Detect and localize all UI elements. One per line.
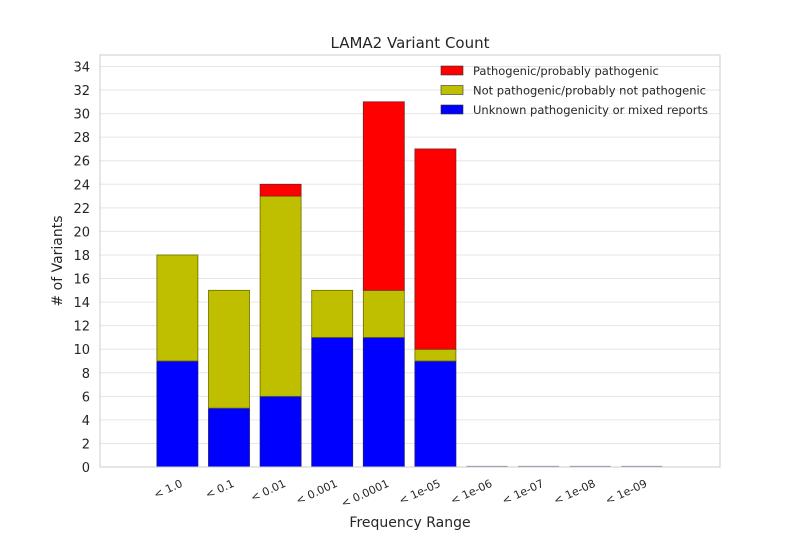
x-tick-label: < 0.0001 [339,477,391,510]
x-tick-label: < 0.01 [249,477,288,505]
bar-segment [362,289,405,338]
y-tick-label: 2 [82,437,90,452]
x-axis-label: Frequency Range [349,515,470,531]
y-tick-label: 22 [73,202,90,217]
legend-swatch [440,104,464,115]
bar-segment [414,148,457,350]
grid-lines [100,65,720,468]
y-axis-label: # of Variants [50,215,66,306]
legend-swatch [440,65,464,76]
bar-segment [156,254,199,362]
bar-segment [259,183,302,197]
bar-segment [311,337,354,468]
bar-segment [362,101,405,291]
y-tick-label: 26 [73,155,90,170]
legend-label: Unknown pathogenicity or mixed reports [473,103,708,117]
y-tick-label: 18 [73,249,90,264]
plot-frame [99,54,721,468]
x-tick-label: < 1e-05 [397,477,443,508]
y-tick-label: 12 [73,320,90,335]
bar-segment [208,407,250,468]
legend-label: Not pathogenic/probably not pathogenic [473,84,706,98]
y-tick-label: 4 [82,414,90,429]
bars [156,101,663,468]
bar-segment [259,195,302,397]
x-tick-label: < 1.0 [152,477,185,502]
x-tick-label: < 1e-09 [603,477,649,508]
bar-segment [259,395,302,468]
y-tick-label: 6 [82,390,90,405]
legend-swatch [440,85,464,95]
x-tick-label: < 0.001 [294,477,340,507]
chart-title: LAMA2 Variant Count [331,34,490,52]
y-tick-label: 24 [73,178,90,193]
y-tick-label: 28 [73,131,90,146]
legend: Pathogenic/probably pathogenic Not pathog… [440,64,708,117]
y-tick-label: 20 [73,225,90,240]
y-tick-label: 16 [73,273,90,288]
bar-segment [156,360,199,468]
y-tick-label: 30 [73,108,90,123]
x-tick-label: < 1e-06 [448,477,494,508]
x-tick-label: < 0.1 [203,477,236,502]
y-tick-label: 14 [73,296,90,311]
y-tick-label: 10 [73,343,90,358]
bar-segment [414,348,457,362]
bar-segment [208,289,250,409]
x-tick-label: < 1e-08 [552,477,598,508]
bar-segment [311,289,354,338]
y-tick-label: 8 [82,367,90,382]
bar-segment [362,337,405,468]
legend-label: Pathogenic/probably pathogenic [473,64,659,78]
y-tick-label: 34 [73,60,90,75]
x-tick-label: < 1e-07 [500,477,546,508]
y-tick-label: 32 [73,84,90,99]
x-axis-ticks: < 1.0 < 0.1 < 0.01 < 0.001 < 0.0001 < 1e-05 < … [152,477,649,510]
y-tick-label: 0 [82,461,90,476]
bar-segment [414,360,457,468]
